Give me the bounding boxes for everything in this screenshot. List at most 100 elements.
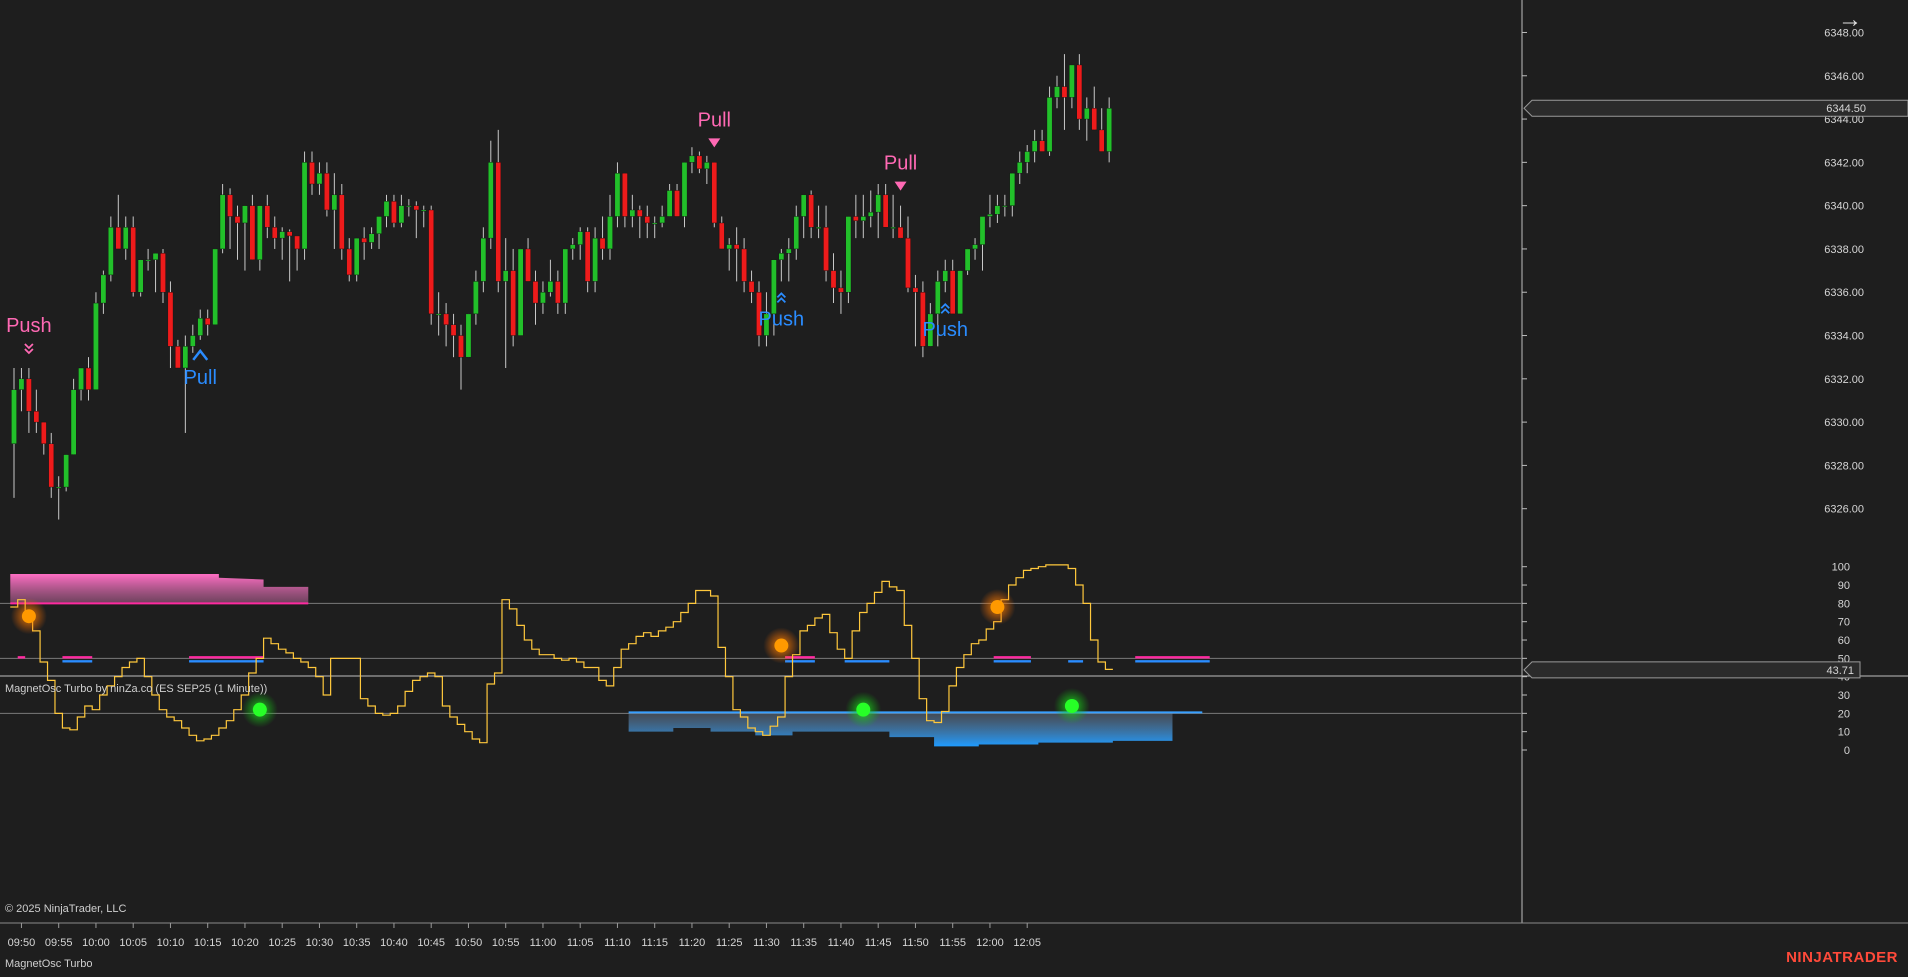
candle xyxy=(443,303,449,347)
candle xyxy=(398,194,405,228)
candle xyxy=(41,421,47,455)
arrow-right-icon[interactable]: → xyxy=(1838,6,1862,33)
double-up-arrow-icon xyxy=(776,292,786,304)
bull-candle-body xyxy=(517,248,524,336)
bear-candle-body xyxy=(1076,64,1083,120)
bearish-dot xyxy=(10,598,47,635)
candle xyxy=(718,216,725,250)
candle xyxy=(748,270,755,304)
candle xyxy=(756,281,762,347)
bull-candle-body xyxy=(353,237,360,276)
bull-candle-body xyxy=(212,248,218,325)
candle xyxy=(18,368,25,412)
bull-candle-body xyxy=(480,237,487,282)
bull-candle-body xyxy=(763,313,770,336)
time-tick-label: 10:55 xyxy=(492,937,520,949)
bear-candle-body xyxy=(897,227,904,239)
candle xyxy=(1061,54,1068,130)
candle xyxy=(70,378,77,455)
bull-candle-body xyxy=(242,205,248,224)
bull-candle-body xyxy=(488,162,494,239)
time-tick-label: 10:50 xyxy=(455,937,483,949)
candle xyxy=(704,155,710,184)
time-tick-label: 12:05 xyxy=(1013,937,1041,949)
candle xyxy=(532,270,539,325)
price-tick-label: 6328.00 xyxy=(1824,460,1864,472)
bear-candle-body xyxy=(912,287,919,293)
candle xyxy=(465,313,472,358)
bear-candle-body xyxy=(1098,129,1105,152)
candle xyxy=(629,194,636,228)
signal-pull: Pull xyxy=(184,348,217,389)
candle xyxy=(428,205,435,325)
osc-tick-label: 70 xyxy=(1838,617,1850,629)
candle xyxy=(838,270,844,314)
candle xyxy=(1031,129,1038,163)
time-tick-label: 10:40 xyxy=(380,937,408,949)
candle xyxy=(100,270,107,314)
candle xyxy=(480,227,487,293)
osc-tick-label: 10 xyxy=(1838,727,1850,739)
bull-candle-body xyxy=(189,335,196,347)
bear-candle-body xyxy=(167,292,174,347)
candle xyxy=(830,253,837,304)
copyright-text: © 2025 NinjaTrader, LLC xyxy=(5,903,126,915)
bull-candle-body xyxy=(659,216,665,224)
candle xyxy=(339,184,345,260)
candle xyxy=(376,216,382,249)
bear-candle-body xyxy=(555,281,561,304)
candle xyxy=(644,205,651,239)
candle xyxy=(957,270,963,315)
panel-label: MagnetOsc Turbo xyxy=(5,958,92,970)
candle xyxy=(607,194,613,260)
double-up-arrow-icon xyxy=(940,302,950,314)
candle xyxy=(867,190,874,228)
bull-candle-body xyxy=(704,162,710,170)
indicator-title: MagnetOsc Turbo by ninZa.co (ES SEP25 (1… xyxy=(5,683,267,695)
candle xyxy=(257,205,263,271)
signal-pull: Pull xyxy=(698,109,731,148)
signal-push: Push xyxy=(922,302,968,341)
bull-candle-body xyxy=(122,227,129,250)
bear-candle-body xyxy=(160,253,166,293)
candle xyxy=(659,205,665,228)
bull-candle-body xyxy=(890,227,896,229)
bull-candle-body xyxy=(93,302,99,390)
price-tick-label: 6326.00 xyxy=(1824,504,1864,516)
time-tick-label: 10:05 xyxy=(119,937,147,949)
candle xyxy=(286,229,293,282)
candle xyxy=(964,248,971,275)
price-tick-label: 6332.00 xyxy=(1824,374,1864,386)
candle xyxy=(309,151,315,195)
candle xyxy=(1076,54,1083,130)
time-tick-label: 11:55 xyxy=(939,937,966,949)
bull-candle-body xyxy=(1031,140,1038,152)
bullish-dot xyxy=(845,691,882,728)
candle xyxy=(435,292,442,336)
candle xyxy=(1106,97,1112,163)
candle xyxy=(122,216,129,260)
bear-candle-body xyxy=(450,324,457,336)
bear-candle-body xyxy=(756,292,762,336)
candle xyxy=(1016,151,1023,184)
bear-candle-body xyxy=(413,205,420,211)
candle xyxy=(569,238,576,260)
time-tick-label: 09:55 xyxy=(45,937,73,949)
bull-candle-body xyxy=(70,389,77,455)
candle xyxy=(48,432,55,498)
bull-candle-body xyxy=(1106,108,1112,152)
signal-label: Pull xyxy=(884,153,917,175)
bull-candle-body xyxy=(383,201,390,217)
candle xyxy=(681,162,688,228)
bearish-dot xyxy=(763,627,800,664)
bear-candle-body xyxy=(346,248,353,276)
candle xyxy=(212,248,218,325)
bull-candle-body xyxy=(465,313,472,358)
time-tick-label: 09:50 xyxy=(8,937,36,949)
bull-candle-body xyxy=(108,227,114,276)
candle xyxy=(935,270,941,347)
bull-candle-body xyxy=(1016,162,1023,174)
candle xyxy=(1009,172,1016,217)
